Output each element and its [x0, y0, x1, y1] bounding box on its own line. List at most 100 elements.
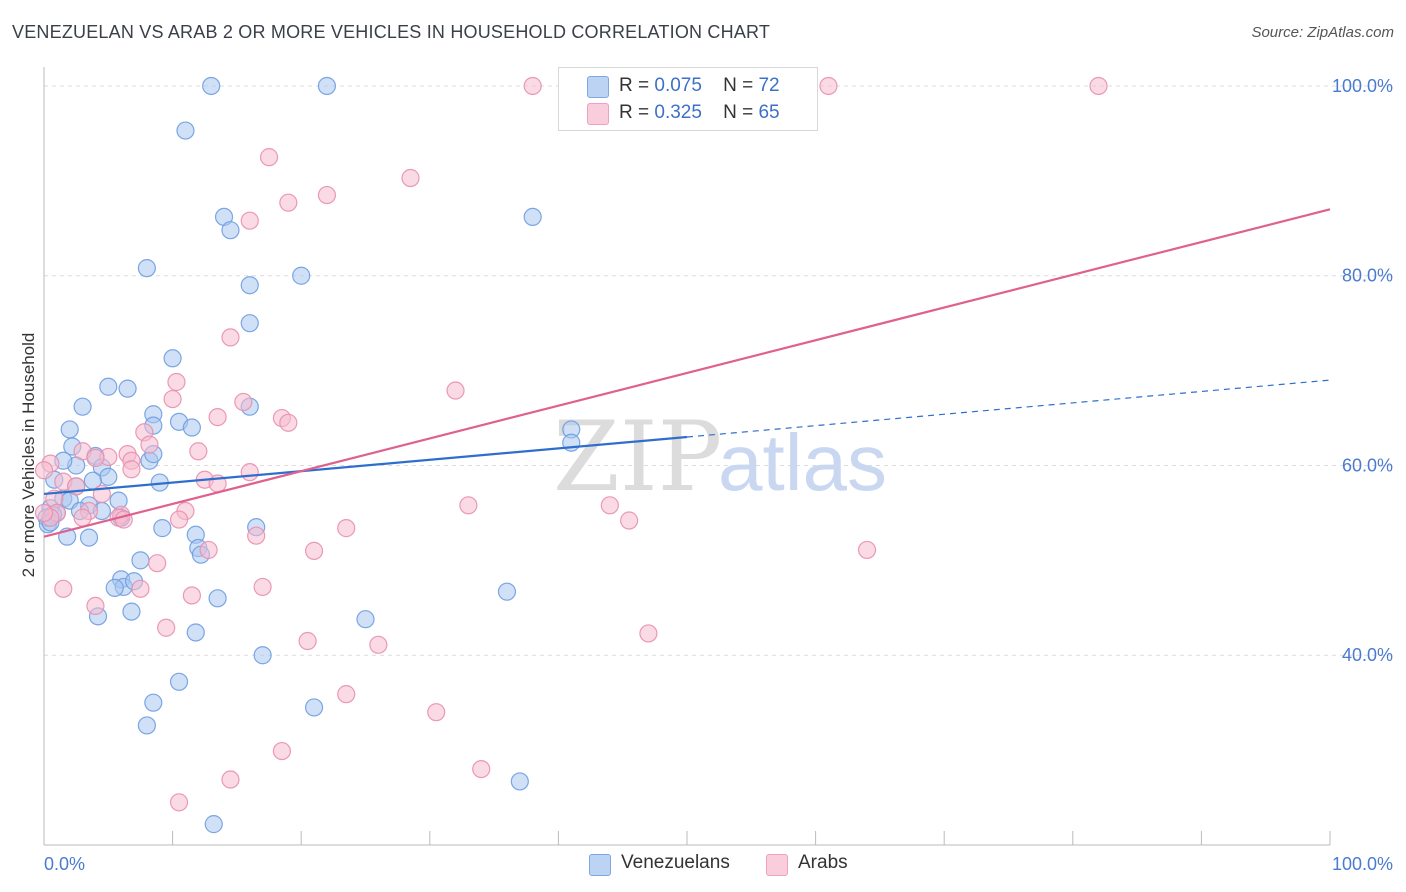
- legend-r-label: R =: [619, 75, 650, 96]
- trend-line-arabs: [43, 208, 1331, 538]
- data-point: [202, 76, 221, 96]
- legend-n-value: 65: [758, 102, 780, 123]
- source-note: Source: ZipAtlas.com: [1251, 24, 1394, 41]
- tick-labels: 40.0% 60.0% 80.0% 100.0% 0.0% 100.0%: [44, 76, 1393, 874]
- data-point: [279, 193, 298, 212]
- data-point: [819, 76, 838, 96]
- legend-r-value: 0.325: [654, 102, 702, 123]
- data-point: [221, 328, 240, 347]
- data-point: [240, 314, 259, 333]
- data-point: [137, 259, 156, 278]
- data-point: [169, 510, 189, 529]
- data-point: [163, 349, 182, 368]
- data-point: [472, 759, 491, 779]
- data-point: [73, 508, 92, 527]
- data-point: [356, 610, 375, 629]
- data-point: [54, 579, 73, 598]
- data-point: [122, 602, 141, 621]
- data-point: [253, 646, 272, 665]
- data-point: [620, 511, 639, 530]
- data-point: [186, 623, 205, 642]
- bottom-legend-swatch-venezuelans: [589, 854, 611, 876]
- data-point: [189, 442, 208, 461]
- series-arabs: [34, 76, 1108, 812]
- axes: [43, 67, 1331, 846]
- data-point: [292, 266, 311, 285]
- data-point: [221, 221, 240, 240]
- data-point: [163, 389, 182, 409]
- data-point: [510, 772, 529, 791]
- data-point: [304, 541, 324, 560]
- data-point: [298, 631, 317, 651]
- data-point: [60, 420, 79, 439]
- watermark-zip: ZIP: [553, 401, 722, 513]
- data-point: [99, 377, 118, 396]
- data-point: [427, 703, 446, 722]
- watermark-atlas: atlas: [718, 418, 887, 507]
- legend-r-value: 0.075: [654, 75, 702, 96]
- data-point: [369, 635, 388, 654]
- correlation-legend: R = 0.075 N = 72 R = 0.325 N = 65: [558, 67, 818, 131]
- data-point: [639, 624, 658, 643]
- chart-title: VENEZUELAN VS ARAB 2 OR MORE VEHICLES IN…: [12, 22, 771, 42]
- watermark: ZIP atlas: [553, 401, 887, 513]
- data-point: [99, 467, 118, 486]
- data-point: [240, 276, 259, 295]
- data-point: [153, 519, 172, 538]
- data-point: [523, 207, 542, 227]
- data-point: [317, 185, 337, 205]
- legend-n-label: N =: [723, 75, 754, 96]
- bottom-legend-swatch-arabs: [766, 854, 788, 876]
- data-point: [272, 741, 292, 761]
- data-point: [279, 413, 298, 432]
- data-point: [169, 672, 189, 691]
- data-point: [182, 418, 201, 437]
- data-point: [523, 76, 542, 96]
- data-point: [459, 496, 478, 515]
- data-point: [176, 121, 195, 140]
- trend-lines: [43, 208, 1331, 538]
- data-point: [253, 577, 272, 597]
- data-point: [1089, 76, 1108, 96]
- data-point: [148, 554, 167, 573]
- data-point: [79, 528, 99, 547]
- data-point: [157, 618, 176, 637]
- x-tick-label: 0.0%: [44, 854, 85, 874]
- data-point: [857, 540, 877, 560]
- data-point: [169, 793, 189, 812]
- data-point: [317, 76, 337, 96]
- bottom-legend-label-arabs: Arabs: [798, 852, 848, 873]
- y-tick-label: 100.0%: [1332, 76, 1393, 96]
- data-point: [131, 551, 150, 570]
- data-point: [199, 540, 218, 560]
- y-tick-label: 80.0%: [1342, 266, 1393, 286]
- data-point: [105, 578, 124, 597]
- data-point: [137, 716, 156, 735]
- data-point: [240, 211, 259, 230]
- data-point: [86, 596, 105, 616]
- data-point: [73, 397, 92, 416]
- legend-n-label: N =: [723, 102, 754, 123]
- data-point: [337, 519, 356, 538]
- legend-n-value: 72: [758, 75, 780, 96]
- bottom-legend-label-venezuelans: Venezuelans: [621, 852, 730, 873]
- data-point: [446, 381, 465, 400]
- data-point: [140, 435, 159, 454]
- legend-swatch-venezuelans: [587, 76, 609, 98]
- data-point: [114, 510, 133, 529]
- data-point: [240, 463, 259, 482]
- data-point: [208, 589, 227, 608]
- data-point: [304, 698, 324, 717]
- y-tick-label: 60.0%: [1342, 455, 1393, 475]
- data-point: [131, 579, 150, 598]
- data-point: [247, 526, 266, 545]
- data-point: [221, 770, 240, 789]
- y-tick-label: 40.0%: [1342, 645, 1393, 665]
- y-axis-title: 2 or more Vehicles in Household: [19, 333, 38, 578]
- data-point: [600, 496, 619, 515]
- trend-line-venezuelans: [43, 435, 688, 496]
- data-point: [182, 586, 201, 605]
- data-point: [204, 815, 223, 834]
- legend-swatch-arabs: [587, 103, 609, 125]
